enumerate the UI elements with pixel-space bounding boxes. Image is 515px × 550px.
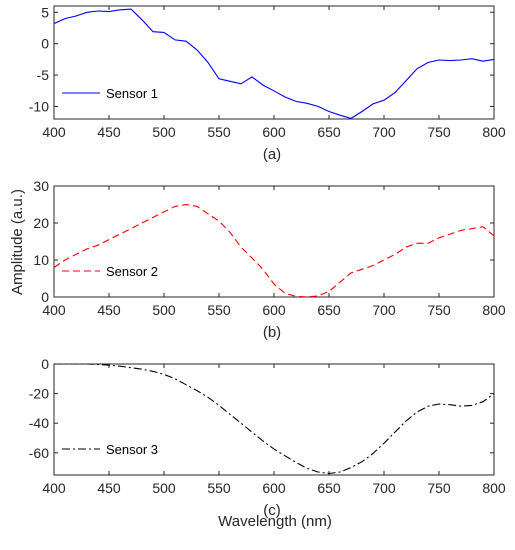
x-tick-label: 450 <box>97 302 121 318</box>
x-tick-label: 450 <box>97 124 121 140</box>
panel-caption: (c) <box>263 502 281 519</box>
x-tick-label: 550 <box>207 302 231 318</box>
panel-caption: (a) <box>263 146 281 163</box>
x-tick-label: 600 <box>262 124 286 140</box>
x-tick-label: 650 <box>317 124 341 140</box>
legend-label: Sensor 1 <box>106 86 158 101</box>
x-tick-label: 750 <box>427 302 451 318</box>
x-tick-label: 700 <box>372 480 396 496</box>
x-tick-label: 800 <box>482 480 506 496</box>
x-tick-label: 750 <box>427 480 451 496</box>
x-tick-label: 450 <box>97 480 121 496</box>
x-tick-label: 550 <box>207 124 231 140</box>
legend-label: Sensor 3 <box>106 442 158 457</box>
x-tick-label: 700 <box>372 124 396 140</box>
series-line <box>54 203 494 297</box>
x-tick-label: 600 <box>262 302 286 318</box>
plot-frame <box>53 363 495 476</box>
plot-frame <box>53 5 495 120</box>
x-tick-label: 650 <box>317 302 341 318</box>
x-tick-label: 600 <box>262 480 286 496</box>
x-tick-label: 400 <box>42 480 66 496</box>
x-tick-label: 500 <box>152 124 176 140</box>
x-tick-label: 400 <box>42 124 66 140</box>
x-tick-label: 500 <box>152 480 176 496</box>
y-tick-label: -20 <box>29 386 49 402</box>
series-line <box>54 364 494 475</box>
x-tick-label: 800 <box>482 124 506 140</box>
y-tick-label: -40 <box>29 415 49 431</box>
y-tick-label: 0 <box>41 356 49 372</box>
y-tick-label: 30 <box>33 178 49 194</box>
series-line <box>54 8 494 119</box>
chart-panel: 400 450 500 550 600 650 700 750 800 -60 -40 -20 0 Sen… <box>29 356 506 519</box>
y-tick-label: -10 <box>29 98 49 114</box>
y-tick-label: 10 <box>33 252 49 268</box>
x-axis-title: Wavelength (nm) <box>218 513 332 530</box>
x-tick-label: 500 <box>152 302 176 318</box>
plot-frame <box>53 185 495 298</box>
x-tick-label: 750 <box>427 124 451 140</box>
legend-label: Sensor 2 <box>106 264 158 279</box>
y-tick-label: -5 <box>37 67 50 83</box>
x-tick-label: 700 <box>372 302 396 318</box>
x-tick-label: 800 <box>482 302 506 318</box>
y-tick-label: 0 <box>41 289 49 305</box>
x-tick-label: 650 <box>317 480 341 496</box>
y-tick-label: 0 <box>41 36 49 52</box>
y-tick-label: 5 <box>41 4 49 20</box>
x-tick-label: 550 <box>207 480 231 496</box>
y-tick-label: -60 <box>29 445 49 461</box>
panel-caption: (b) <box>263 324 281 341</box>
y-tick-label: 20 <box>33 215 49 231</box>
x-tick-label: 400 <box>42 302 66 318</box>
y-axis-title: Amplitude (a.u.) <box>9 189 26 295</box>
chart-panel: 400 450 500 550 600 650 700 750 800 -10 -5 0 5 Sensor… <box>29 4 506 163</box>
chart-panel: 400 450 500 550 600 650 700 750 800 0 10 20 30 Sensor… <box>33 178 505 341</box>
